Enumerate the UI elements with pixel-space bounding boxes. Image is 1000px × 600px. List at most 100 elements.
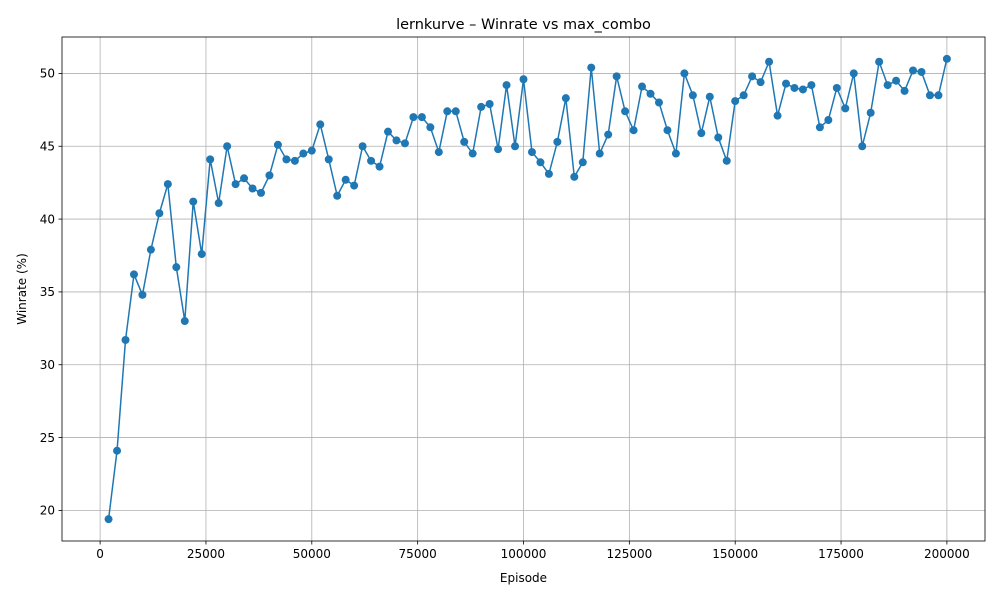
data-point [748, 72, 757, 81]
data-point [375, 162, 384, 171]
data-point [206, 155, 215, 164]
data-point [400, 139, 409, 148]
data-point [502, 81, 511, 90]
data-point [409, 113, 418, 122]
data-point [494, 145, 503, 154]
data-point [790, 83, 799, 92]
data-point [773, 111, 782, 120]
y-tick-label: 30 [40, 358, 55, 372]
x-tick-label: 125000 [606, 547, 652, 561]
data-point [299, 149, 308, 158]
data-point [519, 75, 528, 84]
data-point [900, 86, 909, 95]
x-tick-label: 25000 [187, 547, 225, 561]
data-point [663, 126, 672, 135]
data-point [451, 107, 460, 116]
data-point [138, 290, 147, 299]
data-point [316, 120, 325, 129]
data-point [680, 69, 689, 78]
data-point [866, 108, 875, 117]
data-point [333, 191, 342, 200]
data-point [654, 98, 663, 107]
data-point [544, 169, 553, 178]
data-point [214, 199, 223, 208]
data-point [172, 263, 181, 272]
data-point [307, 146, 316, 155]
data-point [917, 67, 926, 76]
data-point [875, 57, 884, 66]
data-point [858, 142, 867, 151]
data-point [189, 197, 198, 206]
data-point [511, 142, 520, 151]
y-tick-label: 35 [40, 285, 55, 299]
data-point [485, 100, 494, 109]
data-point [163, 180, 172, 189]
data-point [197, 250, 206, 259]
data-point [358, 142, 367, 151]
data-series [104, 54, 951, 524]
data-point [561, 94, 570, 103]
y-tick-label: 50 [40, 67, 55, 81]
data-point [129, 270, 138, 279]
data-point [417, 113, 426, 122]
data-point [257, 188, 265, 197]
data-point [883, 81, 892, 90]
data-point [113, 446, 122, 455]
data-point [832, 83, 841, 92]
data-point [782, 79, 790, 88]
data-point [892, 76, 901, 85]
data-point [841, 104, 850, 113]
data-point [324, 155, 333, 164]
data-point [638, 82, 647, 91]
data-point [697, 129, 706, 138]
data-point [392, 136, 401, 145]
x-tick-label: 0 [96, 547, 104, 561]
data-point [942, 54, 951, 63]
data-point [756, 78, 765, 87]
data-point [705, 92, 714, 101]
data-point [612, 72, 621, 81]
data-point [468, 149, 477, 158]
data-point [934, 91, 943, 100]
data-point [714, 133, 723, 142]
data-point [536, 158, 545, 167]
chart-title: lernkurve – Winrate vs max_combo [396, 17, 651, 33]
data-point [595, 149, 604, 158]
data-point [587, 63, 596, 72]
data-point [240, 174, 249, 183]
data-point [553, 137, 562, 146]
data-point [604, 130, 613, 139]
data-point [384, 127, 393, 136]
data-point [248, 184, 257, 193]
data-point [815, 123, 824, 132]
data-point [282, 155, 291, 164]
data-point [722, 156, 731, 165]
data-point [629, 126, 638, 135]
data-point [925, 91, 934, 100]
data-point [155, 209, 164, 218]
data-point [578, 158, 587, 167]
data-point [460, 137, 469, 146]
x-tick-label: 75000 [399, 547, 437, 561]
data-point [180, 317, 189, 326]
data-point [798, 85, 807, 94]
data-point [671, 149, 680, 158]
data-point [367, 156, 376, 165]
x-tick-label: 200000 [924, 547, 970, 561]
data-point [290, 156, 299, 165]
data-point [739, 91, 748, 100]
data-point [121, 335, 130, 344]
x-tick-label: 150000 [712, 547, 758, 561]
grid [62, 37, 985, 541]
y-tick-label: 45 [40, 140, 55, 154]
data-point [223, 142, 232, 151]
data-point [824, 116, 833, 125]
data-point [731, 97, 740, 106]
data-point [434, 148, 443, 157]
data-point [621, 107, 630, 116]
data-point [477, 102, 486, 111]
series-line [107, 58, 948, 520]
x-tick-label: 175000 [818, 547, 864, 561]
data-point [350, 181, 359, 190]
